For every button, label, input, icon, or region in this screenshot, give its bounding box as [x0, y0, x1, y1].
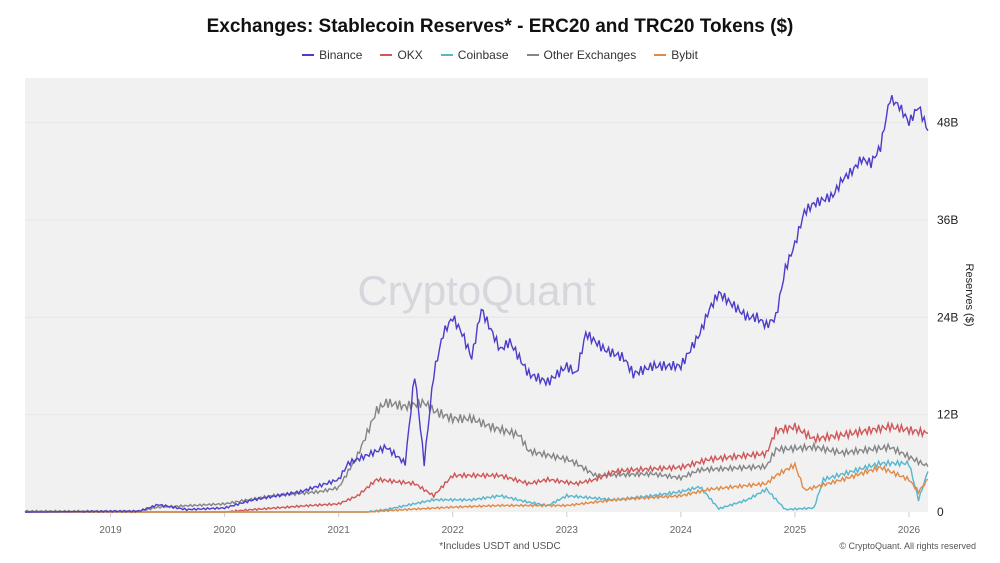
x-tick-label: 2019	[99, 525, 122, 536]
legend-label: Coinbase	[457, 48, 509, 62]
y-tick-label: 48B	[937, 116, 958, 130]
y-tick-label: 36B	[937, 213, 958, 227]
chart-title: Exchanges: Stablecoin Reserves* - ERC20 …	[206, 16, 794, 37]
legend-item[interactable]: OKX	[380, 48, 423, 62]
y-tick-label: 12B	[937, 408, 958, 422]
legend-label: Bybit	[671, 48, 698, 62]
legend-swatch	[526, 54, 539, 56]
x-tick-label: 2023	[556, 525, 579, 536]
legend-item[interactable]: Bybit	[654, 48, 698, 62]
x-tick-label: 2020	[213, 525, 236, 536]
y-tick-label: 0	[937, 505, 944, 519]
footnote: *Includes USDT and USDC	[439, 541, 561, 552]
x-tick-label: 2026	[898, 525, 921, 536]
x-tick-label: 2022	[442, 525, 465, 536]
x-tick-label: 2021	[328, 525, 351, 536]
legend-swatch	[380, 54, 393, 56]
legend-label: Other Exchanges	[543, 48, 637, 62]
legend-item[interactable]: Binance	[302, 48, 362, 62]
y-tick-label: 24B	[937, 310, 958, 324]
legend-item[interactable]: Other Exchanges	[526, 48, 637, 62]
x-tick-label: 2024	[670, 525, 693, 536]
series-line-binance	[25, 95, 929, 513]
legend-swatch	[440, 54, 453, 56]
legend-label: OKX	[397, 48, 423, 62]
copyright: © CryptoQuant. All rights reserved	[839, 541, 976, 551]
legend-item[interactable]: Coinbase	[440, 48, 509, 62]
legend: Binance OKX Coinbase Other Exchanges Bybit	[0, 48, 1000, 62]
series-line-bybit	[25, 461, 929, 513]
plot-area	[25, 78, 928, 512]
watermark: CryptoQuant	[357, 267, 595, 314]
legend-swatch	[654, 54, 667, 56]
legend-swatch	[302, 54, 315, 56]
legend-label: Binance	[319, 48, 363, 62]
y-axis-label: Reserves ($)	[963, 264, 975, 327]
x-tick-label: 2025	[784, 525, 807, 536]
